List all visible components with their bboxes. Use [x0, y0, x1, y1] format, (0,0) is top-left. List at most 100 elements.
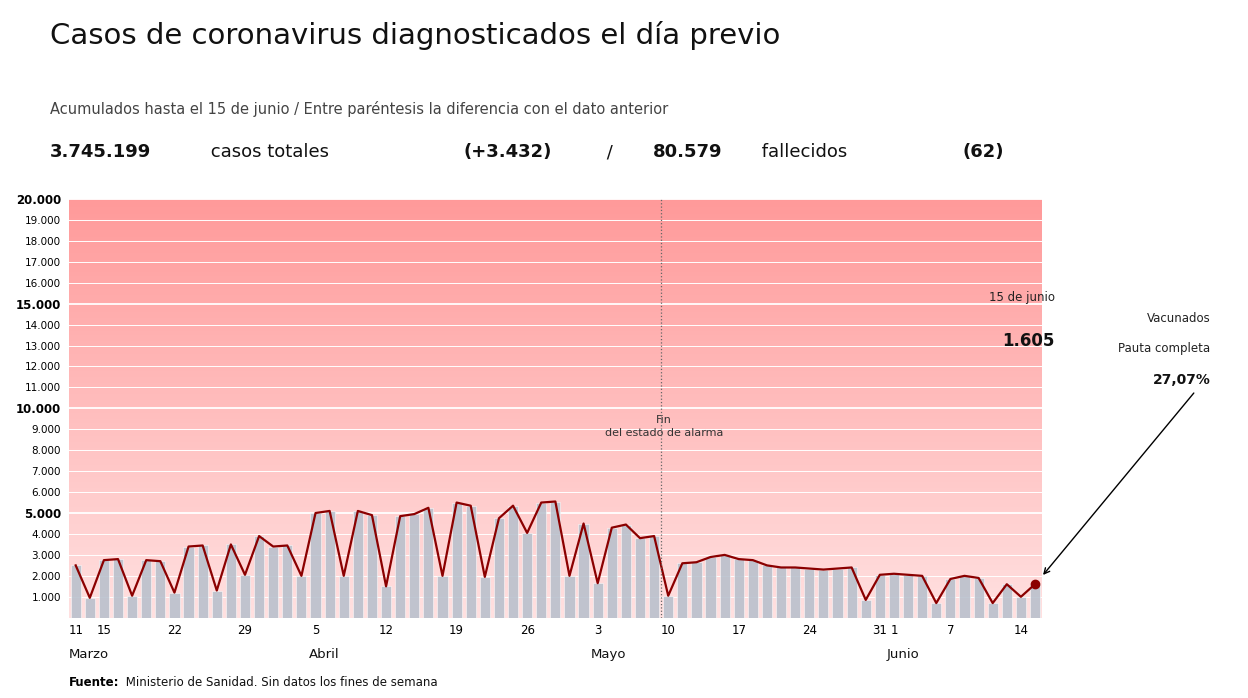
Bar	[69, 312, 1042, 314]
Bar	[69, 249, 1042, 251]
Bar	[1002, 584, 1012, 618]
Bar	[69, 574, 1042, 576]
Bar	[69, 360, 1042, 362]
Bar	[69, 496, 1042, 498]
Bar	[69, 272, 1042, 274]
Bar	[917, 576, 927, 618]
Bar	[69, 320, 1042, 322]
Bar	[69, 337, 1042, 339]
Bar	[155, 561, 166, 618]
Bar	[69, 561, 1042, 563]
Bar	[69, 364, 1042, 366]
Bar	[550, 501, 560, 618]
Bar	[69, 563, 1042, 565]
Bar	[69, 616, 1042, 618]
Bar	[69, 417, 1042, 419]
Bar	[69, 509, 1042, 511]
Bar	[69, 318, 1042, 320]
Bar	[69, 339, 1042, 341]
Bar	[69, 611, 1042, 614]
Bar	[69, 310, 1042, 312]
Bar	[861, 600, 871, 618]
Bar	[790, 567, 800, 618]
Bar	[69, 494, 1042, 496]
Bar	[69, 358, 1042, 360]
Bar	[69, 381, 1042, 383]
Bar	[69, 232, 1042, 235]
Bar	[69, 366, 1042, 369]
Bar	[69, 224, 1042, 226]
Text: Mayo: Mayo	[590, 648, 626, 661]
Bar	[69, 406, 1042, 408]
Bar	[69, 410, 1042, 413]
Bar	[69, 354, 1042, 356]
Bar	[69, 488, 1042, 490]
Bar	[69, 532, 1042, 534]
Bar	[69, 542, 1042, 544]
Bar	[69, 482, 1042, 484]
Bar	[931, 603, 941, 618]
Bar	[170, 593, 180, 618]
Bar	[69, 247, 1042, 249]
Bar	[69, 199, 1042, 201]
Bar	[69, 314, 1042, 316]
Bar	[69, 490, 1042, 492]
Bar	[69, 570, 1042, 572]
Bar	[69, 291, 1042, 293]
Bar	[69, 203, 1042, 205]
Bar	[69, 377, 1042, 379]
Bar	[69, 341, 1042, 343]
Bar	[522, 533, 532, 618]
Bar	[69, 431, 1042, 433]
Bar	[663, 596, 674, 618]
Bar	[69, 475, 1042, 477]
Bar	[69, 477, 1042, 480]
Bar	[69, 536, 1042, 538]
Bar	[69, 547, 1042, 549]
Bar	[69, 528, 1042, 530]
Bar	[537, 503, 547, 618]
Bar	[69, 268, 1042, 270]
Bar	[69, 322, 1042, 325]
Bar	[904, 575, 914, 618]
Bar	[466, 505, 475, 618]
Bar	[69, 607, 1042, 609]
Bar	[69, 251, 1042, 253]
Bar	[69, 274, 1042, 276]
Text: Casos de coronavirus diagnosticados el día previo: Casos de coronavirus diagnosticados el d…	[50, 21, 780, 50]
Bar	[69, 295, 1042, 297]
Bar	[761, 565, 773, 618]
Bar	[69, 237, 1042, 239]
Bar	[69, 392, 1042, 394]
Bar	[69, 226, 1042, 228]
Bar	[69, 580, 1042, 582]
Bar	[69, 540, 1042, 542]
Bar	[69, 276, 1042, 279]
Bar	[69, 605, 1042, 607]
Bar	[678, 563, 688, 618]
Bar	[69, 220, 1042, 222]
Bar	[396, 517, 406, 618]
Bar	[69, 383, 1042, 385]
Bar	[494, 518, 504, 618]
Bar	[69, 387, 1042, 389]
Bar	[69, 534, 1042, 536]
Text: Acumulados hasta el 15 de junio / Entre paréntesis la diferencia con el dato ant: Acumulados hasta el 15 de junio / Entre …	[50, 101, 668, 117]
Bar	[127, 596, 137, 618]
Bar	[240, 575, 250, 618]
Bar	[69, 452, 1042, 454]
Bar	[255, 536, 265, 618]
Bar	[69, 373, 1042, 375]
Bar	[69, 325, 1042, 327]
Bar	[69, 371, 1042, 373]
Bar	[69, 245, 1042, 247]
Bar	[141, 560, 151, 618]
Bar	[69, 513, 1042, 515]
Bar	[85, 597, 95, 618]
Bar	[226, 544, 236, 618]
Bar	[69, 375, 1042, 377]
Bar	[69, 601, 1042, 603]
Bar	[69, 433, 1042, 436]
Bar	[69, 584, 1042, 586]
Bar	[69, 415, 1042, 417]
